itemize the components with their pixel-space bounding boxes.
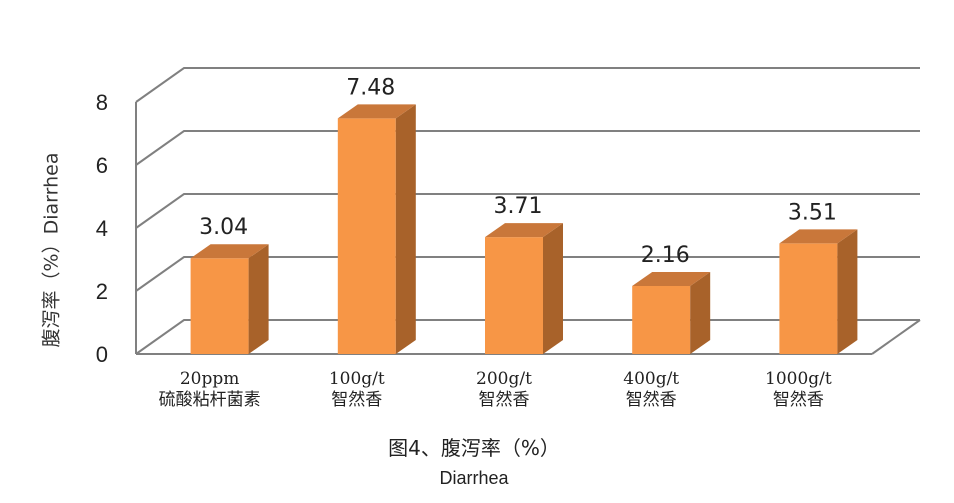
y-tick-label: 4: [96, 216, 108, 241]
y-tick-label: 2: [96, 279, 108, 304]
y-tick-label: 8: [96, 90, 108, 115]
x-axis-categories: 20ppm 硫酸粘杆菌素 100g/t 智然香 200g/t 智然香 400g/t 智然香 10…: [159, 369, 832, 410]
bar: [485, 223, 563, 354]
gridline: [135, 130, 920, 166]
x-tick-label: 1000g/t 智然香: [765, 369, 832, 410]
bar: [632, 271, 711, 354]
x-tick-label: 20ppm 硫酸粘杆菌素: [159, 369, 261, 410]
y-tick-label: 0: [96, 342, 108, 367]
gridline: [135, 256, 920, 292]
data-label: 2.16: [641, 243, 690, 268]
gridline: [135, 193, 920, 229]
caption-title: 图4、腹泻率（%）: [388, 436, 560, 460]
x-tick-label: 200g/t 智然香: [476, 369, 532, 410]
x-tick-label: 400g/t 智然香: [623, 369, 679, 410]
x-tick-label: 100g/t 智然香: [329, 369, 385, 410]
data-label: 7.48: [346, 75, 395, 100]
data-labels: 3.04 7.48 3.71 2.16 3.51: [199, 75, 837, 268]
bar: [779, 229, 858, 354]
y-tick-label: 6: [96, 153, 108, 178]
y-axis-ticks: 0 2 4 6 8: [96, 90, 108, 367]
bars: [190, 104, 858, 354]
data-label: 3.71: [494, 194, 543, 219]
caption-subtitle: Diarrhea: [439, 468, 509, 488]
data-label: 3.51: [788, 200, 837, 225]
data-label: 3.04: [199, 215, 248, 240]
bar: [337, 104, 416, 354]
floor-edge: [871, 319, 921, 355]
y-axis-label: 腹泻率（%）Diarrhea: [41, 153, 63, 348]
bar: [190, 244, 269, 354]
gridline: [135, 67, 920, 103]
